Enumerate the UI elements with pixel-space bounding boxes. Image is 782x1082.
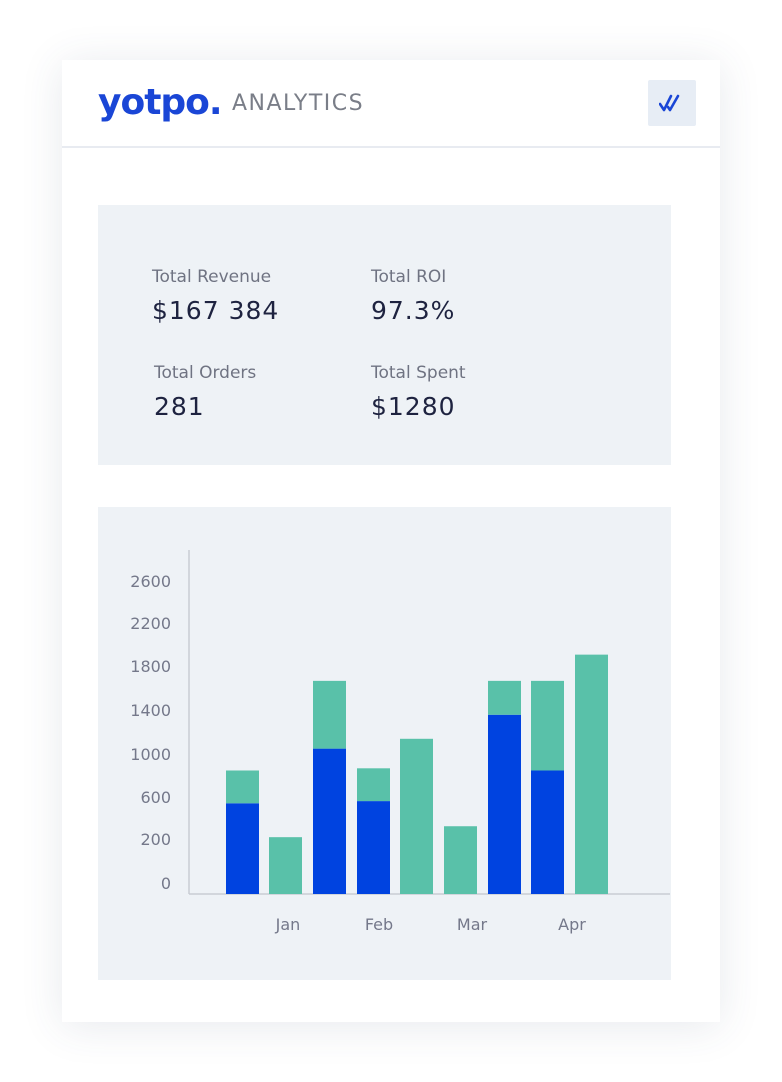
double-check-icon — [659, 94, 680, 112]
x-tick-label: Jan — [275, 915, 301, 934]
bar-segment-green — [444, 826, 477, 894]
bar-chart-panel: 0 200 600 1000 1400 1800 2200 2600 Jan Feb Mar Apr — [98, 507, 671, 980]
bar-segment-blue — [357, 801, 390, 894]
y-tick-label: 600 — [140, 788, 171, 807]
header: yotpo. ANALYTICS — [62, 60, 720, 148]
stat-total-orders: Total Orders 281 — [154, 362, 256, 424]
double-check-button[interactable] — [648, 80, 696, 126]
stat-label: Total Orders — [154, 363, 257, 383]
stat-value: 97.3% — [371, 296, 456, 325]
bar-segment-green — [488, 680, 521, 715]
analytics-subtitle: ANALYTICS — [232, 91, 365, 116]
stat-label: Total Revenue — [152, 267, 272, 287]
bar-segment-blue — [313, 748, 346, 894]
y-tick-label: 0 — [161, 874, 171, 893]
stats-panel: Total Revenue $167 384 Total ROI 97.3% T… — [98, 205, 671, 465]
stat-total-revenue: Total Revenue $167 384 — [152, 266, 279, 328]
y-tick-label: 1800 — [130, 657, 171, 676]
bar-segment-green — [313, 680, 346, 749]
bar-segment-blue — [226, 803, 259, 894]
analytics-card: yotpo. ANALYTICS Total Revenue $167 384 … — [62, 60, 720, 1022]
bar-segment-green — [400, 738, 433, 894]
x-tick-label: Apr — [558, 915, 586, 934]
bar-segment-green — [357, 768, 390, 802]
stat-value: 281 — [154, 392, 205, 421]
bar-segment-blue — [488, 714, 521, 894]
bar-segment-green — [575, 654, 608, 894]
bar-segment-blue — [531, 770, 564, 894]
y-tick-label: 200 — [140, 830, 171, 849]
y-tick-label: 2200 — [130, 614, 171, 633]
bar-segment-green — [269, 837, 302, 894]
bar-chart: 0 200 600 1000 1400 1800 2200 2600 Jan Feb Mar Apr — [130, 550, 670, 934]
stat-value: $1280 — [371, 392, 456, 421]
stat-total-roi: Total ROI 97.3% — [371, 266, 455, 328]
stat-total-spent: Total Spent $1280 — [371, 362, 466, 424]
stat-label: Total ROI — [371, 267, 447, 287]
yotpo-logo: yotpo. — [98, 82, 223, 123]
stat-value: $167 384 — [152, 296, 280, 325]
bar-segment-green — [531, 680, 564, 771]
x-tick-label: Feb — [365, 915, 393, 934]
stat-label: Total Spent — [371, 363, 466, 383]
y-tick-label: 1400 — [130, 701, 171, 720]
y-tick-label: 1000 — [130, 745, 171, 764]
bar-segment-green — [226, 770, 259, 804]
y-tick-label: 2600 — [130, 572, 171, 591]
x-tick-label: Mar — [457, 915, 488, 934]
